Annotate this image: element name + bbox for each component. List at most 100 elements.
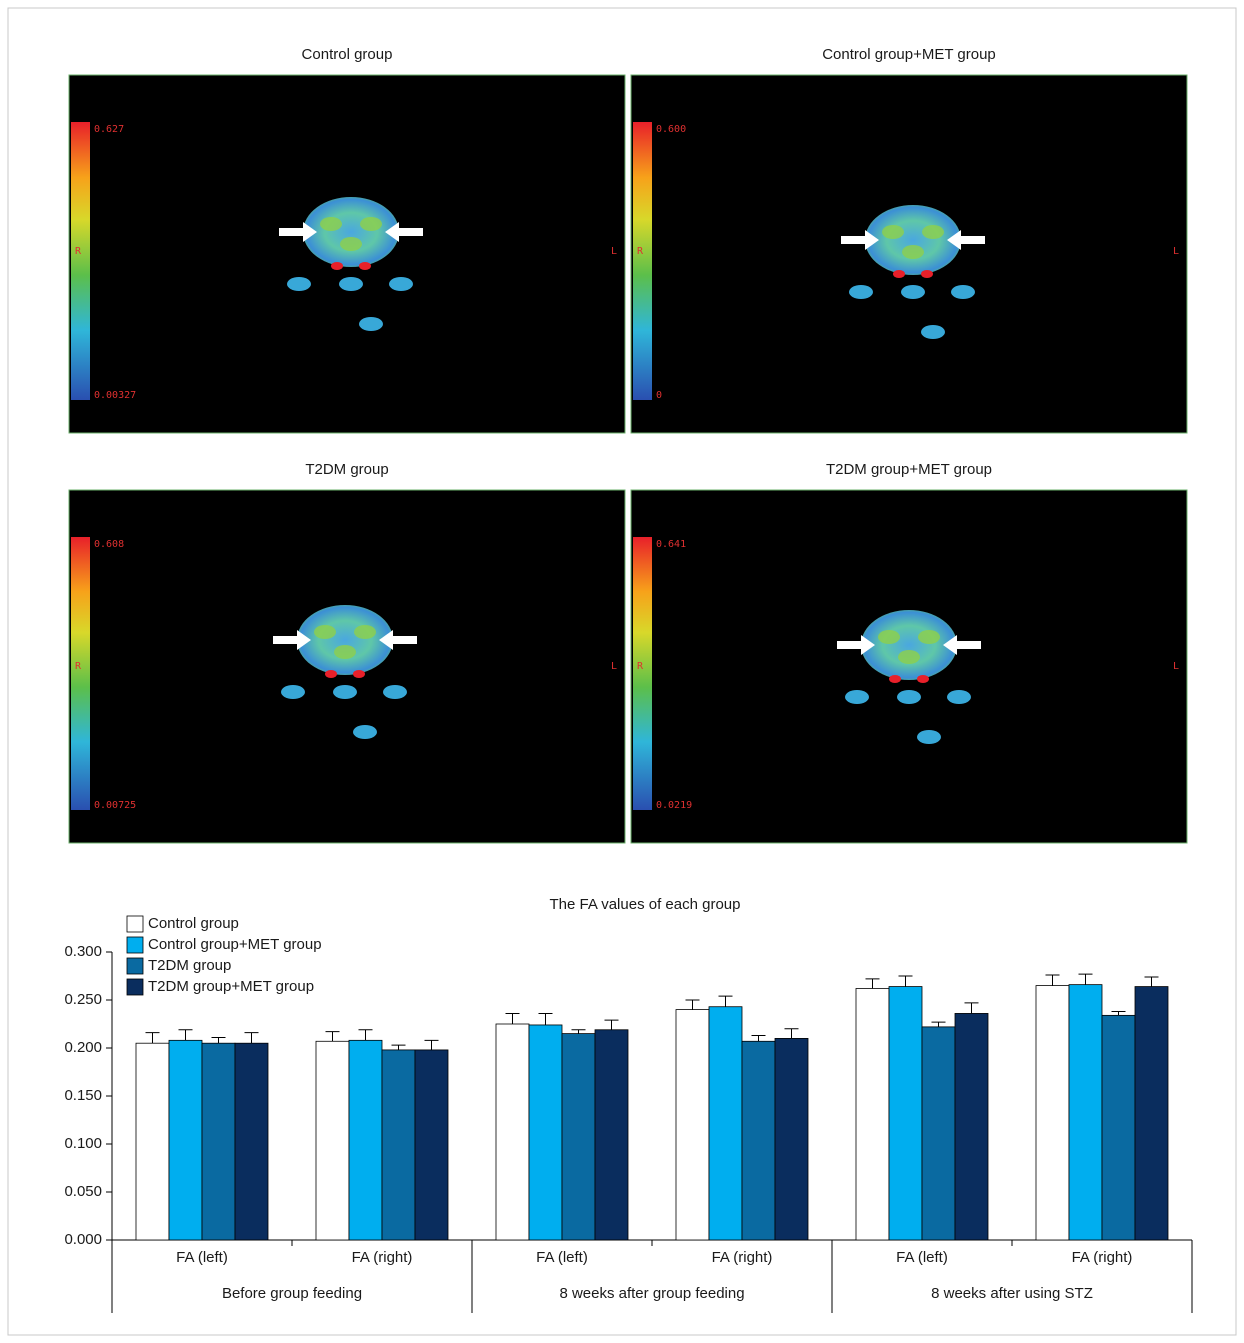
chart-title: The FA values of each group bbox=[550, 896, 741, 913]
bar bbox=[495, 1023, 530, 1241]
brain-detail bbox=[314, 625, 336, 639]
error-bar bbox=[1111, 1011, 1126, 1016]
brain-detail bbox=[878, 630, 900, 644]
colorbar-min: 0 bbox=[656, 390, 662, 401]
legend-label: Control group bbox=[148, 915, 239, 932]
x-tick-label: FA (left) bbox=[536, 1249, 588, 1266]
brain-hotspot bbox=[917, 675, 929, 683]
orientation-left: R bbox=[637, 661, 644, 672]
error-bar bbox=[391, 1044, 406, 1050]
brain-section bbox=[303, 197, 399, 267]
legend-label: T2DM group bbox=[148, 957, 231, 974]
brain-detail bbox=[340, 237, 362, 251]
bar bbox=[1035, 985, 1070, 1241]
figure-border bbox=[7, 7, 1237, 1336]
x-tick-label: FA (left) bbox=[896, 1249, 948, 1266]
tissue-blob bbox=[917, 730, 941, 744]
y-tick-label: 0.100 bbox=[64, 1135, 102, 1152]
colorbar-max: 0.600 bbox=[656, 124, 686, 135]
brain-detail bbox=[918, 630, 940, 644]
colorbar bbox=[71, 122, 90, 400]
tissue-blob bbox=[389, 277, 413, 291]
colorbar-max: 0.608 bbox=[94, 539, 124, 550]
bar bbox=[135, 1042, 170, 1241]
orientation-left: R bbox=[637, 246, 644, 257]
brain-detail bbox=[354, 625, 376, 639]
orientation-left: R bbox=[75, 661, 82, 672]
tissue-blob bbox=[951, 285, 975, 299]
orientation-right: L bbox=[1173, 246, 1179, 257]
colorbar bbox=[71, 537, 90, 810]
error-bar bbox=[751, 1035, 766, 1042]
arrow bbox=[837, 635, 875, 655]
arrow bbox=[943, 635, 981, 655]
y-tick-label: 0.150 bbox=[64, 1087, 102, 1104]
error-bar bbox=[718, 995, 733, 1007]
x-tick-label: FA (left) bbox=[176, 1249, 228, 1266]
brain-hotspot bbox=[359, 262, 371, 270]
colorbar-max: 0.627 bbox=[94, 124, 124, 135]
brain-detail bbox=[320, 217, 342, 231]
y-tick-label: 0.050 bbox=[64, 1183, 102, 1200]
error-bar bbox=[145, 1032, 160, 1044]
brain-hotspot bbox=[331, 262, 343, 270]
bar bbox=[675, 1009, 710, 1241]
bar bbox=[954, 1013, 989, 1241]
colorbar-min: 0.00725 bbox=[94, 800, 136, 811]
panel-title: Control group+MET group bbox=[822, 46, 996, 63]
arrow bbox=[279, 222, 317, 242]
panel-title: T2DM group+MET group bbox=[826, 461, 992, 478]
orientation-right: L bbox=[611, 661, 617, 672]
error-bar bbox=[685, 999, 700, 1010]
bar bbox=[888, 986, 923, 1241]
brain-detail bbox=[898, 650, 920, 664]
error-bar bbox=[538, 1012, 553, 1025]
error-bar bbox=[964, 1002, 979, 1014]
bar bbox=[168, 1039, 203, 1241]
bar bbox=[315, 1040, 350, 1241]
brain-hotspot bbox=[889, 675, 901, 683]
x-tick-label: FA (right) bbox=[712, 1249, 773, 1266]
tissue-blob bbox=[339, 277, 363, 291]
bar bbox=[201, 1042, 236, 1241]
colorbar bbox=[633, 122, 652, 400]
arrow bbox=[273, 630, 311, 650]
error-bar bbox=[424, 1039, 439, 1050]
error-bar bbox=[1045, 974, 1060, 986]
bar bbox=[741, 1040, 776, 1241]
brain-hotspot bbox=[921, 270, 933, 278]
tissue-blob bbox=[897, 690, 921, 704]
error-bar bbox=[898, 975, 913, 987]
y-tick-label: 0.000 bbox=[64, 1231, 102, 1248]
colorbar bbox=[633, 537, 652, 810]
brain-hotspot bbox=[325, 670, 337, 678]
brain-section bbox=[297, 605, 393, 675]
arrow bbox=[385, 222, 423, 242]
error-bar bbox=[784, 1028, 799, 1039]
tissue-blob bbox=[383, 685, 407, 699]
brain-detail bbox=[902, 245, 924, 259]
y-tick-label: 0.200 bbox=[64, 1039, 102, 1056]
bar bbox=[774, 1038, 809, 1241]
error-bar bbox=[931, 1021, 946, 1027]
legend-swatch bbox=[126, 936, 144, 954]
arrow bbox=[841, 230, 879, 250]
tissue-blob bbox=[353, 725, 377, 739]
bar bbox=[708, 1006, 743, 1241]
error-bar bbox=[1144, 976, 1159, 987]
legend-label: Control group+MET group bbox=[148, 936, 322, 953]
legend-label: T2DM group+MET group bbox=[148, 978, 314, 995]
arrow bbox=[947, 230, 985, 250]
error-bar bbox=[865, 978, 880, 989]
orientation-left: R bbox=[75, 246, 82, 257]
tissue-blob bbox=[287, 277, 311, 291]
x-tick-label: FA (right) bbox=[352, 1249, 413, 1266]
error-bar bbox=[1078, 973, 1093, 985]
orientation-right: L bbox=[1173, 661, 1179, 672]
brain-hotspot bbox=[893, 270, 905, 278]
bar bbox=[528, 1024, 563, 1241]
error-bar bbox=[178, 1029, 193, 1041]
brain-detail bbox=[334, 645, 356, 659]
mri-image bbox=[68, 74, 626, 434]
legend-swatch bbox=[126, 915, 144, 933]
